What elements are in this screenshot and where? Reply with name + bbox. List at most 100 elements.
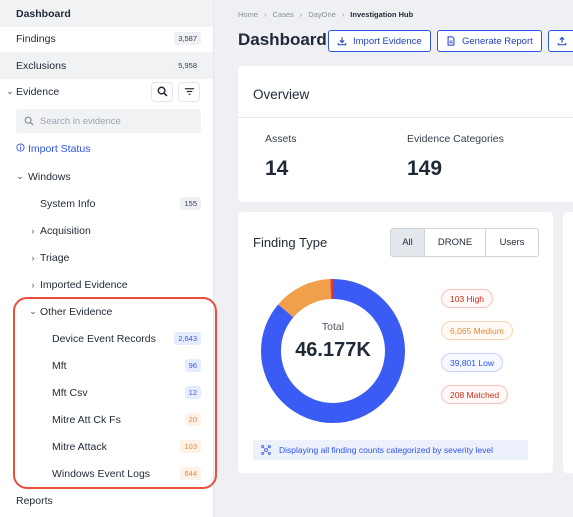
sidebar-item-label: Imported Evidence bbox=[40, 278, 128, 291]
info-circle-icon bbox=[16, 142, 28, 155]
sidebar-item-windows[interactable]: ⌄ Windows bbox=[0, 163, 213, 190]
sidebar-item-acquisition[interactable]: › Acquisition bbox=[0, 217, 213, 244]
upload-icon bbox=[557, 36, 567, 46]
tab-all[interactable]: All bbox=[391, 229, 425, 256]
sidebar-item-mft-csv[interactable]: Mft Csv 12 bbox=[0, 379, 213, 406]
sidebar-item-label: Mitre Att Ck Fs bbox=[52, 413, 121, 426]
page-title: Dashboard bbox=[238, 30, 327, 49]
severity-low-badge: 39,801 Low bbox=[441, 353, 503, 372]
generate-report-button[interactable]: Generate Report bbox=[437, 30, 542, 52]
sidebar-item-triage[interactable]: › Triage bbox=[0, 244, 213, 271]
breadcrumb-cases[interactable]: Cases bbox=[272, 10, 294, 19]
sidebar: Dashboard Findings 3,587 Exclusions 5,95… bbox=[0, 0, 217, 517]
sidebar-item-label: Import Status bbox=[28, 142, 91, 155]
info-note: Displaying all finding counts categorize… bbox=[253, 440, 528, 460]
sidebar-item-other-evidence[interactable]: ⌄ Other Evidence bbox=[0, 298, 213, 325]
sidebar-item-windows-event-logs[interactable]: Windows Event Logs 644 bbox=[0, 460, 213, 487]
chevron-right-icon: › bbox=[299, 10, 303, 19]
finding-type-card: Finding Type All DRONE Users Total 46.17… bbox=[238, 212, 553, 473]
count-badge: 2,643 bbox=[174, 332, 201, 345]
donut-segment bbox=[261, 279, 405, 423]
severity-medium-badge: 6,065 Medium bbox=[441, 321, 513, 340]
sidebar-item-mft[interactable]: Mft 96 bbox=[0, 352, 213, 379]
import-evidence-button[interactable]: Import Evidence bbox=[328, 30, 431, 52]
count-badge: 5,958 bbox=[174, 59, 201, 72]
search-button[interactable] bbox=[151, 81, 173, 102]
sidebar-item-exclusions[interactable]: Exclusions 5,958 bbox=[0, 52, 213, 79]
sidebar-item-label: Dashboard bbox=[16, 7, 71, 20]
button-label: Import Evidence bbox=[353, 35, 422, 47]
filter-button[interactable] bbox=[178, 81, 200, 102]
donut-total-label: Total bbox=[321, 321, 345, 333]
sidebar-item-imported-evidence[interactable]: › Imported Evidence bbox=[0, 271, 213, 298]
sidebar-item-label: Acquisition bbox=[40, 224, 91, 237]
evidence-categories-value: 149 bbox=[407, 157, 443, 180]
sidebar-item-reports[interactable]: Reports bbox=[0, 487, 213, 514]
chevron-right-icon: › bbox=[341, 10, 345, 19]
finding-type-tabs: All DRONE Users bbox=[390, 228, 539, 257]
finding-type-title: Finding Type bbox=[253, 235, 328, 250]
sidebar-item-mitre-att-ck-fs[interactable]: Mitre Att Ck Fs 20 bbox=[0, 406, 213, 433]
chevron-right-icon: › bbox=[31, 252, 35, 263]
button-label: Generate Report bbox=[462, 35, 533, 47]
chevron-down-icon: ⌄ bbox=[29, 306, 37, 316]
sidebar-item-dashboard[interactable]: Dashboard bbox=[0, 0, 213, 27]
count-badge: 12 bbox=[184, 386, 201, 399]
chevron-down-icon: ⌄ bbox=[16, 171, 24, 181]
sidebar-item-label: Exclusions bbox=[16, 59, 67, 72]
chevron-right-icon: › bbox=[264, 10, 267, 19]
sidebar-item-label: Device Event Records bbox=[52, 332, 156, 345]
document-icon bbox=[447, 36, 455, 46]
chevron-right-icon: › bbox=[31, 279, 35, 290]
search-icon bbox=[24, 116, 34, 126]
breadcrumb-case[interactable]: DayOne bbox=[308, 10, 336, 19]
chevron-down-icon: ⌄ bbox=[6, 86, 14, 96]
divider bbox=[238, 117, 573, 118]
sidebar-item-label: Windows Event Logs bbox=[52, 467, 151, 480]
sidebar-item-label: System Info bbox=[40, 197, 96, 210]
count-badge: 20 bbox=[184, 413, 201, 426]
assets-value: 14 bbox=[265, 157, 289, 180]
count-badge: 3,587 bbox=[174, 32, 201, 45]
evidence-categories-label: Evidence Categories bbox=[407, 133, 504, 145]
severity-matched-badge: 208 Matched bbox=[441, 385, 509, 404]
sidebar-item-system-info[interactable]: System Info 155 bbox=[0, 190, 213, 217]
sidebar-item-label: Findings bbox=[16, 32, 56, 45]
tab-drone[interactable]: DRONE bbox=[425, 229, 486, 256]
sidebar-item-findings[interactable]: Findings 3,587 bbox=[0, 25, 213, 52]
filter-icon bbox=[184, 88, 194, 95]
evidence-search bbox=[16, 109, 201, 133]
tab-users[interactable]: Users bbox=[499, 237, 525, 248]
download-icon bbox=[337, 37, 347, 46]
breadcrumb-current: Investigation Hub bbox=[350, 10, 414, 19]
sidebar-item-label: Mft Csv bbox=[52, 386, 88, 399]
overview-title: Overview bbox=[253, 87, 310, 102]
next-card-partial bbox=[563, 212, 573, 473]
sidebar-item-label: Mft bbox=[52, 359, 67, 372]
search-input[interactable] bbox=[40, 115, 190, 127]
overview-card: Overview Assets 14 Evidence Categories 1… bbox=[238, 66, 573, 202]
sidebar-item-import-status[interactable]: Import Status bbox=[0, 135, 213, 162]
breadcrumb: Home › Cases › DayOne › Investigation Hu… bbox=[238, 10, 413, 19]
count-badge: 103 bbox=[180, 440, 201, 453]
count-badge: 644 bbox=[180, 467, 201, 480]
breadcrumb-home[interactable]: Home bbox=[238, 10, 259, 19]
info-note-text: Displaying all finding counts categorize… bbox=[279, 445, 494, 455]
chevron-right-icon: › bbox=[31, 225, 35, 236]
assets-label: Assets bbox=[265, 133, 297, 145]
sidebar-item-label: Mitre Attack bbox=[52, 440, 107, 453]
sidebar-item-label: Windows bbox=[28, 170, 71, 183]
sidebar-item-evidence[interactable]: ⌄ Evidence bbox=[0, 78, 213, 105]
donut-total-value: 46.177K bbox=[295, 339, 371, 361]
finding-donut-chart bbox=[261, 279, 405, 423]
sidebar-item-device-event-records[interactable]: Device Event Records 2,643 bbox=[0, 325, 213, 352]
sidebar-item-label: Other Evidence bbox=[40, 305, 113, 318]
sidebar-item-mitre-attack[interactable]: Mitre Attack 103 bbox=[0, 433, 213, 460]
count-badge: 96 bbox=[184, 359, 201, 372]
severity-high-badge: 103 High bbox=[441, 289, 494, 308]
sidebar-item-label: Evidence bbox=[16, 85, 60, 98]
sidebar-item-label: Triage bbox=[40, 251, 70, 264]
search-icon bbox=[157, 86, 167, 97]
export-button[interactable] bbox=[548, 30, 573, 52]
highlight-annotation bbox=[13, 297, 217, 489]
